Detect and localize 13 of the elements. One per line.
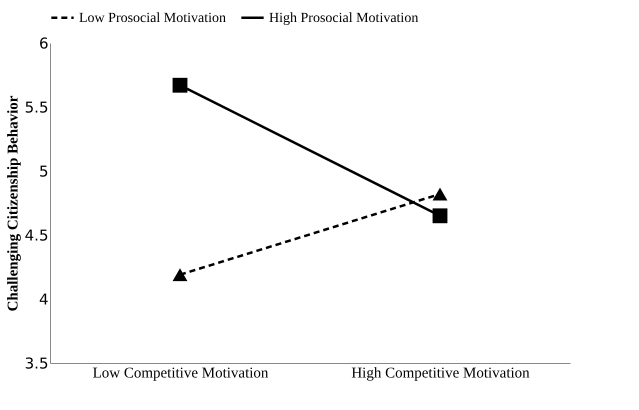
y-tick-label: 3.5 bbox=[24, 354, 48, 372]
y-axis-title: Challenging Citizenship Behavior bbox=[6, 95, 22, 312]
y-tick-label: 4 bbox=[38, 290, 48, 308]
legend-label: High Prosocial Motivation bbox=[269, 10, 418, 26]
y-tick-label: 6 bbox=[38, 34, 48, 52]
y-tick-label: 5.5 bbox=[24, 98, 48, 116]
point bbox=[172, 78, 188, 93]
point bbox=[432, 208, 448, 224]
x-tick-label: Low Competitive Motivation bbox=[92, 366, 269, 382]
legend-label: Low Prosocial Motivation bbox=[79, 10, 226, 26]
x-tick-label: High Competitive Motivation bbox=[351, 366, 530, 382]
y-tick-label: 5 bbox=[38, 162, 48, 180]
y-tick-label: 4.5 bbox=[24, 226, 48, 244]
